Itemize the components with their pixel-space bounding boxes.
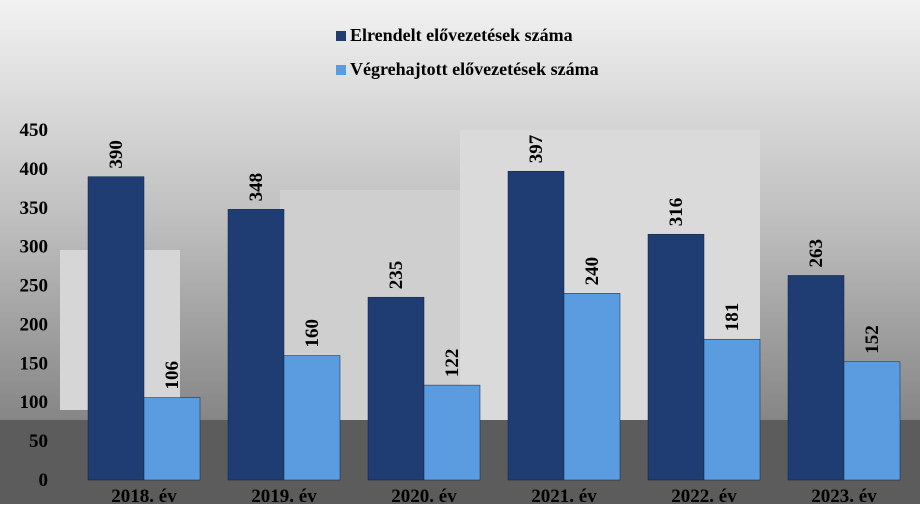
bar: [648, 234, 704, 480]
data-label: 348: [246, 173, 267, 202]
y-tick-label: 450: [20, 120, 49, 141]
bar: [844, 362, 900, 480]
y-tick-label: 250: [20, 276, 49, 297]
data-label: 235: [386, 261, 407, 290]
bar: [704, 339, 760, 480]
bar: [284, 356, 340, 480]
y-tick-label: 350: [20, 198, 49, 219]
x-tick-label: 2022. év: [671, 486, 737, 504]
bar: [788, 275, 844, 480]
bar: [144, 398, 200, 480]
bar: [564, 293, 620, 480]
data-label: 106: [162, 361, 183, 390]
data-label: 390: [106, 140, 127, 169]
data-label: 160: [302, 319, 323, 348]
y-tick-label: 100: [20, 392, 49, 413]
y-tick-label: 400: [20, 159, 49, 180]
bar: [368, 297, 424, 480]
legend-label: Elrendelt elővezetések száma: [350, 25, 573, 45]
legend-marker: [336, 31, 346, 41]
y-tick-label: 50: [29, 431, 48, 452]
x-tick-label: 2020. év: [391, 486, 457, 504]
legend-marker: [336, 65, 346, 75]
data-label: 263: [806, 239, 827, 268]
y-tick-label: 0: [39, 470, 49, 491]
y-tick-label: 200: [20, 314, 49, 335]
x-tick-label: 2021. év: [531, 486, 597, 504]
data-label: 122: [442, 349, 463, 378]
legend-label: Végrehajtott elővezetések száma: [350, 59, 599, 79]
bar: [228, 209, 284, 480]
bar: [88, 177, 144, 480]
data-label: 397: [526, 134, 547, 163]
x-tick-label: 2019. év: [251, 486, 317, 504]
x-tick-label: 2018. év: [111, 486, 177, 504]
y-tick-label: 300: [20, 237, 49, 258]
bar: [424, 385, 480, 480]
data-label: 152: [862, 325, 883, 354]
chart: Elrendelt elővezetések száma Végrehajtott…: [0, 0, 920, 504]
data-label: 240: [582, 257, 603, 286]
data-label: 316: [666, 198, 687, 227]
y-tick-label: 150: [20, 353, 49, 374]
x-tick-label: 2023. év: [811, 486, 877, 504]
data-label: 181: [722, 303, 743, 332]
bar: [508, 171, 564, 480]
